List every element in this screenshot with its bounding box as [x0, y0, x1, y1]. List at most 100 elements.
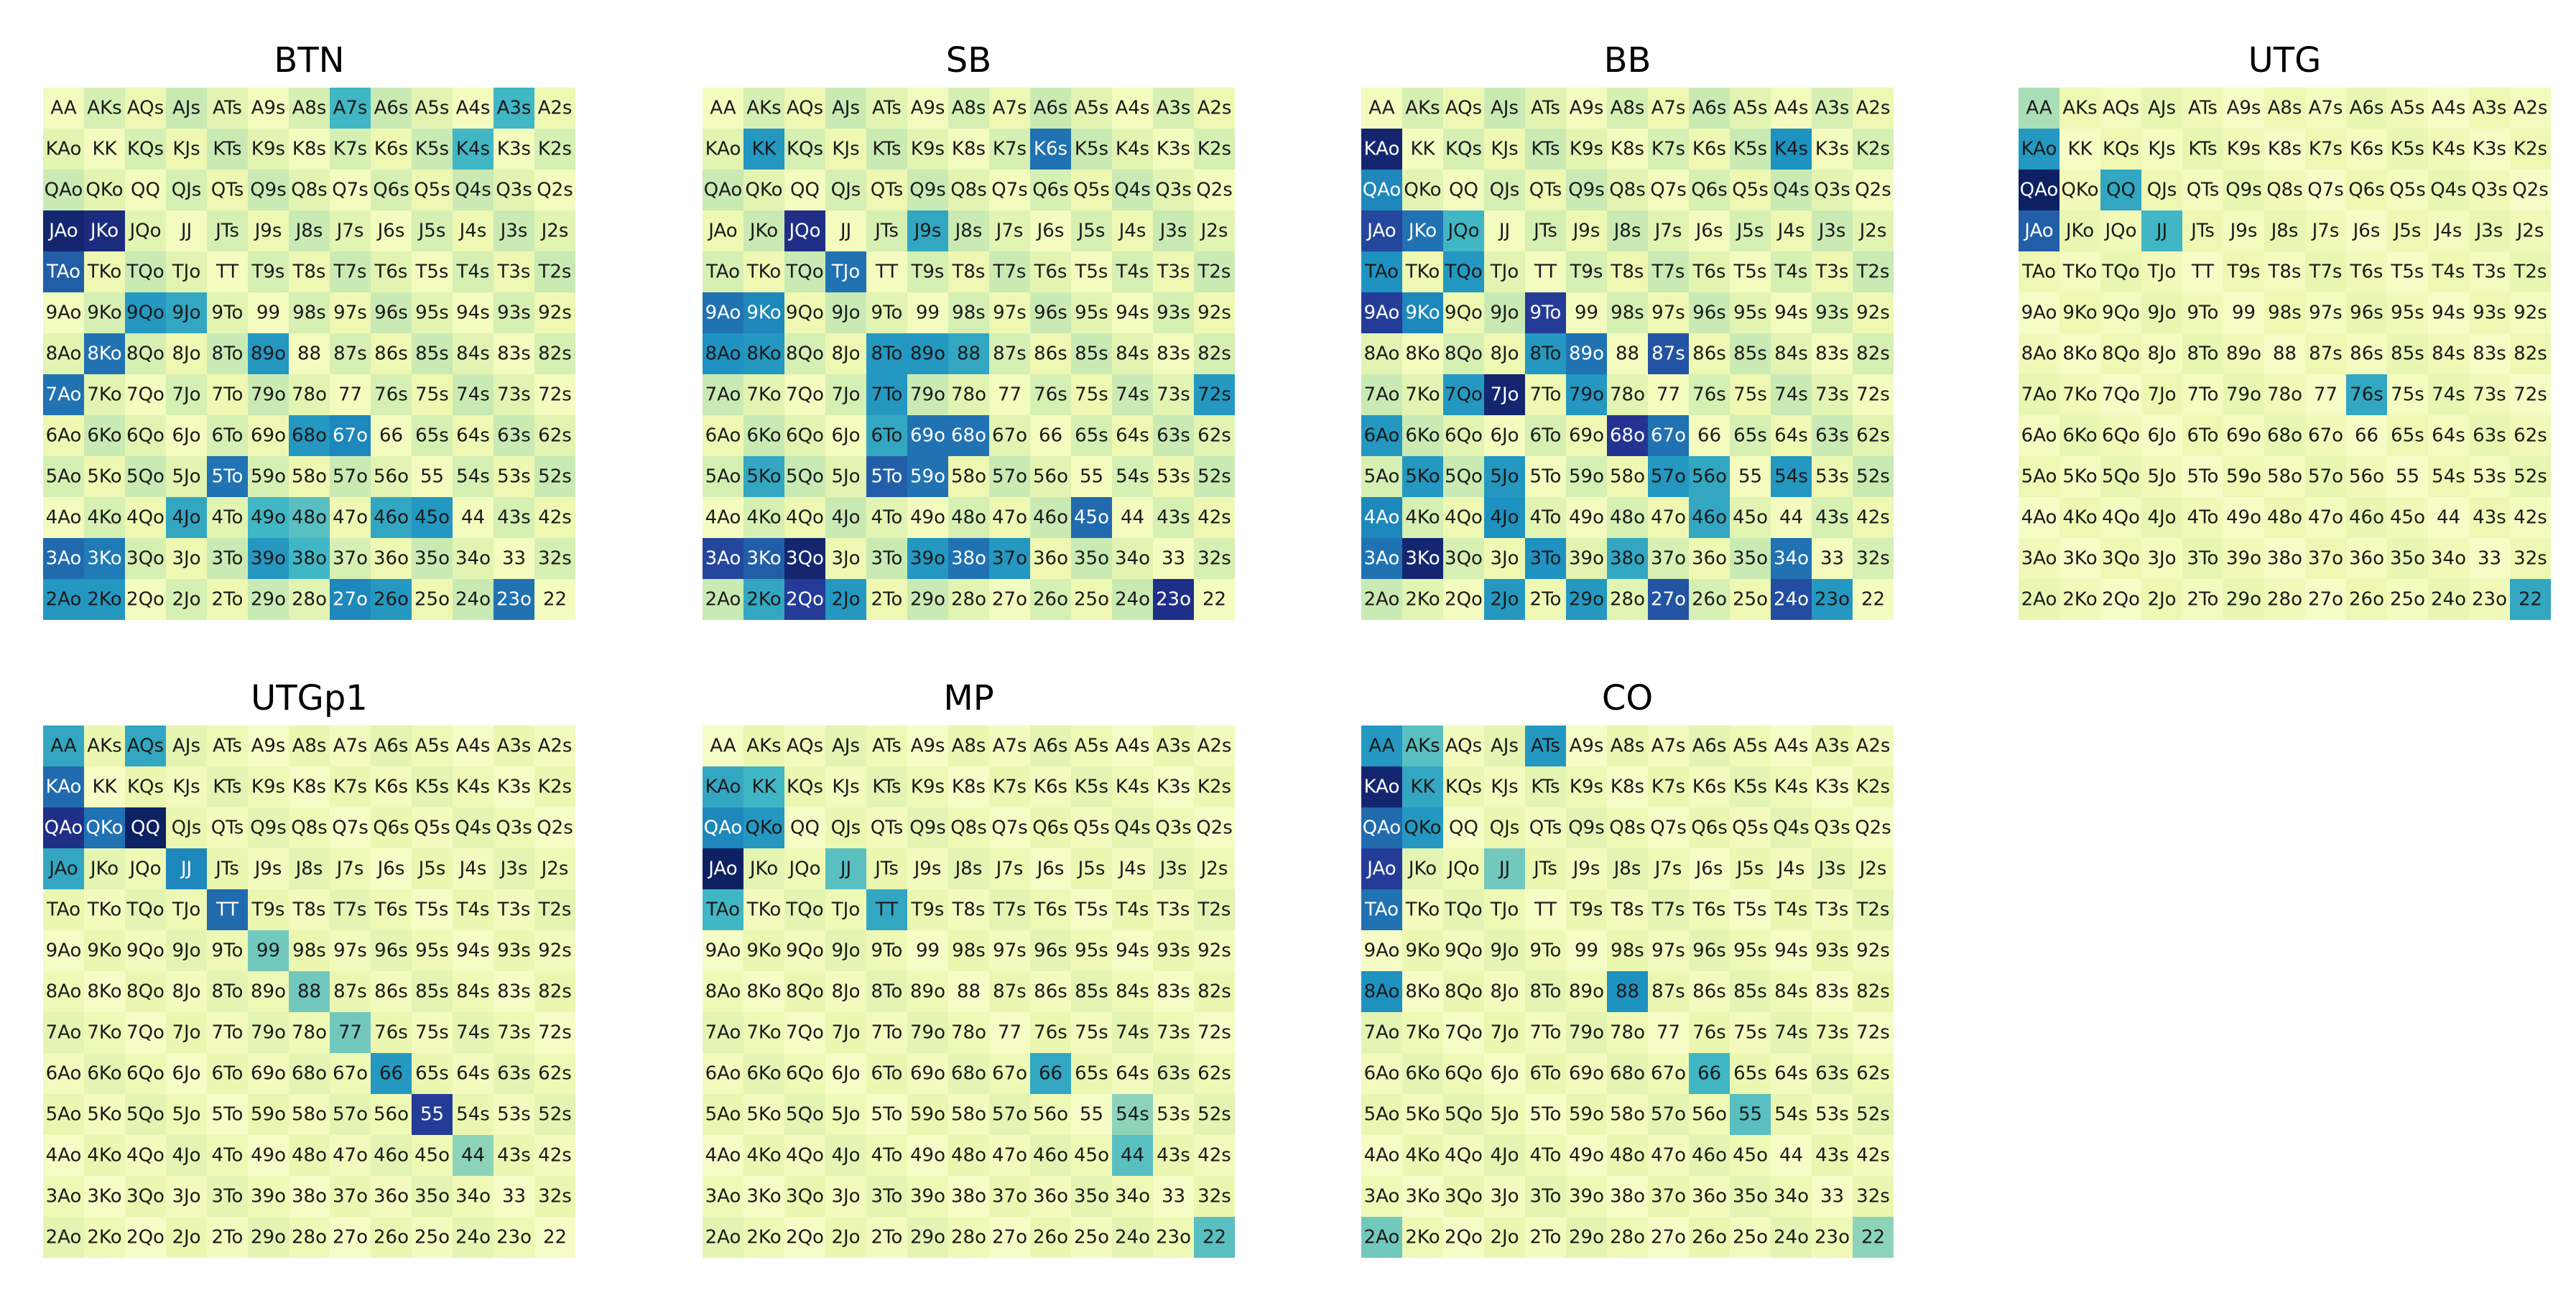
cell-label: JQo: [787, 221, 820, 242]
cell-label: 99: [1575, 940, 1598, 962]
heatmap-cell: [1153, 333, 1194, 374]
cell-label: 2Ko: [87, 589, 121, 611]
heatmap-cell: [2346, 292, 2387, 333]
heatmap-cell: [2182, 292, 2223, 333]
heatmap-cell: [2060, 456, 2100, 497]
cell-label: 34o: [455, 548, 491, 570]
cell-label: Q8s: [291, 817, 328, 839]
cell-label: 63s: [1815, 425, 1849, 447]
cell-label: 7Ao: [705, 384, 741, 406]
heatmap-cell: [1525, 210, 1566, 251]
cell-label: 3To: [212, 548, 244, 570]
cell-label: 9Qo: [126, 302, 165, 324]
cell-label: 22: [1861, 1227, 1885, 1248]
cell-label: 69o: [1569, 1063, 1604, 1085]
cell-label: T2s: [1856, 261, 1890, 283]
heatmap-cell: [2469, 129, 2510, 170]
cell-label: 48o: [292, 1145, 327, 1167]
heatmap-cell: [2141, 292, 2182, 333]
cell-label: 52s: [1856, 466, 1890, 488]
cell-label: 8To: [871, 343, 903, 365]
cell-label: 4Ko: [746, 1145, 781, 1167]
heatmap-cell: [534, 292, 575, 333]
cell-label: K9s: [2227, 139, 2261, 160]
cell-label: 38o: [951, 1186, 986, 1208]
cell-label: 5Jo: [172, 466, 200, 488]
cell-label: 96s: [2350, 302, 2383, 324]
cell-label: 87s: [1651, 343, 1685, 365]
heatmap-cell: [1607, 415, 1648, 456]
cell-label: 5To: [1530, 466, 1562, 488]
cell-label: 8Ko: [87, 343, 121, 365]
cell-label: A9s: [251, 98, 286, 119]
heatmap-cell: [2182, 538, 2223, 579]
heatmap-cell: [1853, 497, 1894, 538]
heatmap-cell: [948, 415, 989, 456]
heatmap-cell: [1648, 456, 1689, 497]
heatmap-cell: [1730, 456, 1771, 497]
heatmap-cell: [1153, 170, 1194, 210]
cell-label: J6s: [1695, 221, 1723, 242]
heatmap-cell: [2223, 497, 2264, 538]
cell-label: 53s: [497, 466, 531, 488]
heatmap-cell: [2305, 497, 2346, 538]
cell-label: 76s: [1692, 384, 1726, 406]
heatmap-cell: [1689, 129, 1730, 170]
cell-label: 69o: [251, 425, 286, 447]
cell-label: 7Ko: [87, 1022, 121, 1044]
cell-label: 94s: [456, 940, 490, 962]
cell-label: 96s: [1692, 302, 1726, 324]
heatmap-cell: [2019, 129, 2060, 170]
cell-label: 7Ko: [2062, 384, 2097, 406]
cell-label: QKo: [1404, 180, 1441, 201]
cell-label: AA: [710, 98, 736, 119]
panel-title: UTG: [2248, 40, 2322, 80]
cell-label: A8s: [292, 736, 327, 757]
cell-label: 25o: [1733, 589, 1768, 611]
cell-label: 64s: [456, 425, 490, 447]
cell-label: 9Ko: [87, 302, 121, 324]
heatmap-cell: [248, 497, 289, 538]
cell-label: KQs: [787, 777, 823, 798]
heatmap-cell: [1730, 88, 1771, 129]
cell-label: 9Ko: [87, 940, 121, 962]
cell-label: J5s: [1077, 858, 1106, 880]
heatmap-cell: [2019, 333, 2060, 374]
heatmap-cell: [866, 129, 907, 170]
cell-label: 33: [1820, 548, 1844, 570]
cell-label: 2Qo: [126, 1227, 165, 1248]
heatmap-cell: [248, 88, 289, 129]
heatmap-cell: [1607, 129, 1648, 170]
cell-label: TJo: [1490, 261, 1519, 283]
cell-label: 94s: [456, 302, 490, 324]
heatmap-cell: [1443, 251, 1484, 292]
panel-title: UTGp1: [251, 678, 368, 718]
heatmap-cell: [2100, 251, 2141, 292]
heatmap-cell: [412, 129, 453, 170]
heatmap-cell: [371, 579, 412, 620]
heatmap-cell: [330, 210, 371, 251]
heatmap-cell: [825, 333, 866, 374]
cell-label: KJs: [832, 777, 859, 798]
cell-label: Q6s: [373, 817, 409, 839]
cell-label: 63s: [497, 425, 531, 447]
cell-label: 6Jo: [831, 1063, 860, 1085]
cell-label: 67o: [1651, 1063, 1686, 1085]
cell-label: K5s: [2391, 139, 2424, 160]
cell-label: KTs: [872, 777, 901, 798]
cell-label: T2s: [538, 899, 572, 921]
heatmap-cell: [1812, 88, 1853, 129]
heatmap-cell: [1525, 374, 1566, 415]
heatmap-cell: [1730, 292, 1771, 333]
cell-label: 77: [998, 1022, 1021, 1044]
cell-label: KJs: [832, 139, 859, 160]
cell-label: 75s: [415, 384, 449, 406]
heatmap-cell: [289, 497, 330, 538]
cell-label: Q9s: [909, 817, 946, 839]
cell-label: 25o: [1074, 1227, 1109, 1248]
cell-label: 73s: [497, 1022, 531, 1044]
panel-title: SB: [946, 40, 991, 80]
cell-label: 3Ao: [1364, 548, 1400, 570]
cell-label: Q5s: [2389, 180, 2426, 201]
cell-label: 59o: [910, 466, 945, 488]
